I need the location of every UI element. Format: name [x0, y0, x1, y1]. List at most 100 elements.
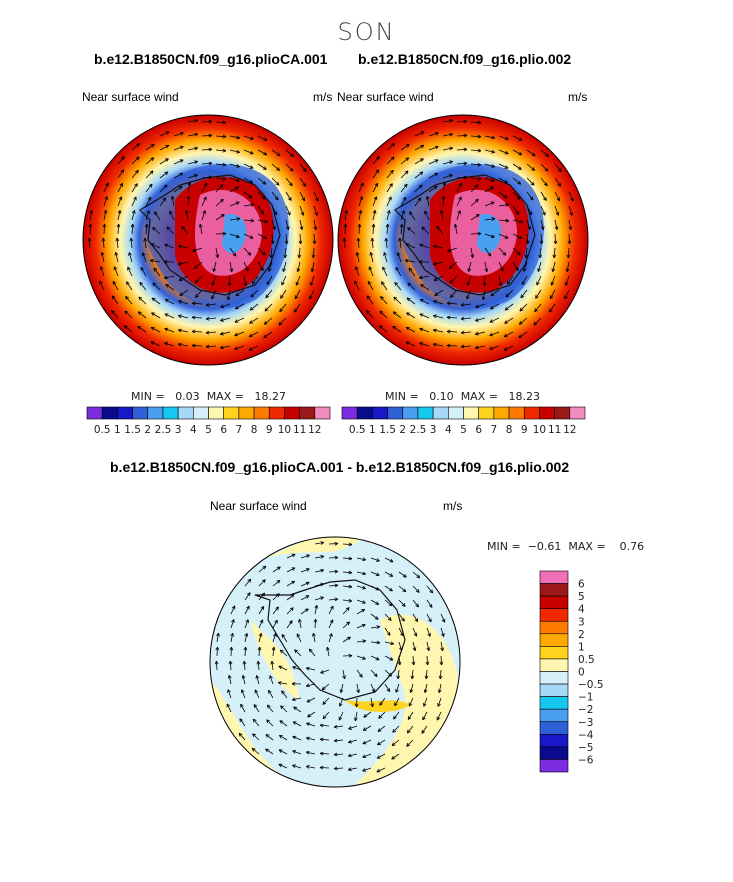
wind-arrow-head	[263, 579, 266, 584]
wind-arrow	[440, 210, 444, 221]
panel-2-colorbar-swatch	[523, 406, 540, 420]
panel-2-colorbar-swatch	[569, 406, 586, 420]
wind-arrow-head	[329, 633, 333, 637]
wind-arrow	[257, 261, 264, 271]
wind-arrow-head	[433, 185, 438, 188]
wind-arrow-head	[342, 237, 345, 242]
wind-arrow-head	[188, 195, 191, 200]
wind-arrow-head	[477, 162, 482, 166]
wind-arrow	[299, 177, 306, 187]
wind-arrow-head	[433, 244, 437, 247]
wind-arrow-head	[370, 703, 373, 708]
wind-arrow-head	[333, 768, 338, 771]
wind-arrow-head	[463, 175, 468, 178]
wind-arrow-head	[383, 252, 385, 256]
wind-arrow-head	[305, 667, 310, 671]
wind-arrow	[498, 135, 509, 140]
wind-arrow-head	[177, 343, 182, 347]
wind-arrow	[554, 219, 558, 230]
wind-arrow	[370, 655, 380, 661]
wind-arrow-head	[243, 660, 247, 665]
panel-1-min-value: 0.03	[175, 390, 200, 403]
wind-arrow-head	[411, 675, 415, 680]
wind-arrow	[540, 177, 548, 187]
wind-arrow-head	[475, 333, 479, 336]
wind-arrow	[525, 247, 528, 258]
wind-arrow-head	[425, 196, 428, 200]
wind-arrow-head	[449, 132, 453, 135]
difference-colorbar-tick-label: 3	[578, 616, 585, 628]
wind-arrow	[484, 233, 495, 238]
wind-arrow	[272, 593, 280, 601]
wind-arrow-head	[356, 251, 360, 256]
wind-arrow-head	[261, 592, 265, 595]
wind-arrow	[506, 275, 514, 285]
wind-arrow-head	[410, 675, 413, 680]
wind-arrow	[272, 566, 281, 573]
wind-arrow-head	[449, 118, 453, 121]
wind-arrow-head	[250, 293, 253, 298]
wind-arrow	[398, 585, 407, 593]
wind-arrow-head	[520, 295, 525, 299]
wind-arrow-head	[191, 345, 196, 348]
wind-arrow-head	[231, 619, 235, 623]
wind-arrow-head	[437, 703, 441, 707]
wind-arrow-head	[134, 183, 138, 186]
wind-arrow-head	[519, 219, 524, 223]
wind-arrow	[484, 275, 486, 287]
wind-arrow	[554, 205, 559, 216]
wind-arrow	[88, 237, 91, 249]
wind-arrow-head	[475, 347, 479, 350]
wind-arrow-head	[297, 268, 301, 272]
wind-arrow-head	[549, 310, 553, 313]
wind-arrow	[89, 210, 93, 221]
wind-arrow-head	[227, 282, 230, 287]
wind-arrow-head	[405, 157, 409, 159]
wind-arrow	[131, 143, 140, 151]
wind-arrow-head	[348, 584, 353, 588]
wind-arrow-head	[449, 265, 452, 269]
wind-arrow	[384, 599, 393, 606]
wind-arrow	[410, 683, 414, 693]
wind-arrow-head	[348, 653, 353, 656]
wind-arrow-head	[243, 646, 246, 651]
wind-arrow-head	[439, 661, 442, 666]
wind-arrow-head	[178, 185, 183, 188]
wind-arrow-head	[276, 566, 281, 568]
wind-arrow-head	[180, 172, 184, 177]
wind-arrow	[446, 316, 458, 319]
wind-arrow-head	[355, 717, 358, 722]
wind-arrow-head	[278, 580, 281, 584]
wind-arrow-head	[407, 282, 410, 287]
wind-arrow	[384, 669, 392, 677]
wind-arrow-head	[306, 722, 310, 724]
wind-arrow	[377, 739, 386, 746]
panel-2-colorbar-tick-label: 0.5	[349, 424, 366, 436]
wind-arrow-head	[170, 196, 173, 200]
wind-arrow-head	[348, 598, 353, 602]
wind-arrow-head	[333, 766, 338, 770]
wind-arrow	[328, 633, 333, 643]
wind-arrow-head	[463, 135, 468, 138]
wind-arrow	[154, 211, 161, 221]
wind-arrow-head	[272, 240, 275, 245]
wind-arrow-head	[299, 226, 303, 231]
wind-arrow-head	[137, 311, 141, 316]
wind-arrow-head	[128, 252, 130, 256]
wind-arrow-head	[357, 237, 361, 242]
wind-arrow-head	[315, 618, 318, 623]
wind-arrow-head	[146, 223, 149, 228]
wind-arrow	[220, 331, 231, 335]
wind-arrow-head	[347, 767, 352, 771]
wind-arrow	[213, 261, 217, 272]
wind-arrow	[518, 331, 528, 339]
wind-arrow-head	[292, 721, 296, 725]
wind-arrow-head	[142, 252, 146, 256]
wind-arrow-head	[303, 169, 307, 173]
wind-arrow	[342, 543, 353, 546]
wind-arrow-head	[229, 646, 232, 651]
wind-arrow	[124, 310, 133, 319]
wind-arrow	[406, 739, 414, 747]
wind-arrow	[165, 284, 175, 291]
wind-arrow-head	[506, 280, 509, 285]
